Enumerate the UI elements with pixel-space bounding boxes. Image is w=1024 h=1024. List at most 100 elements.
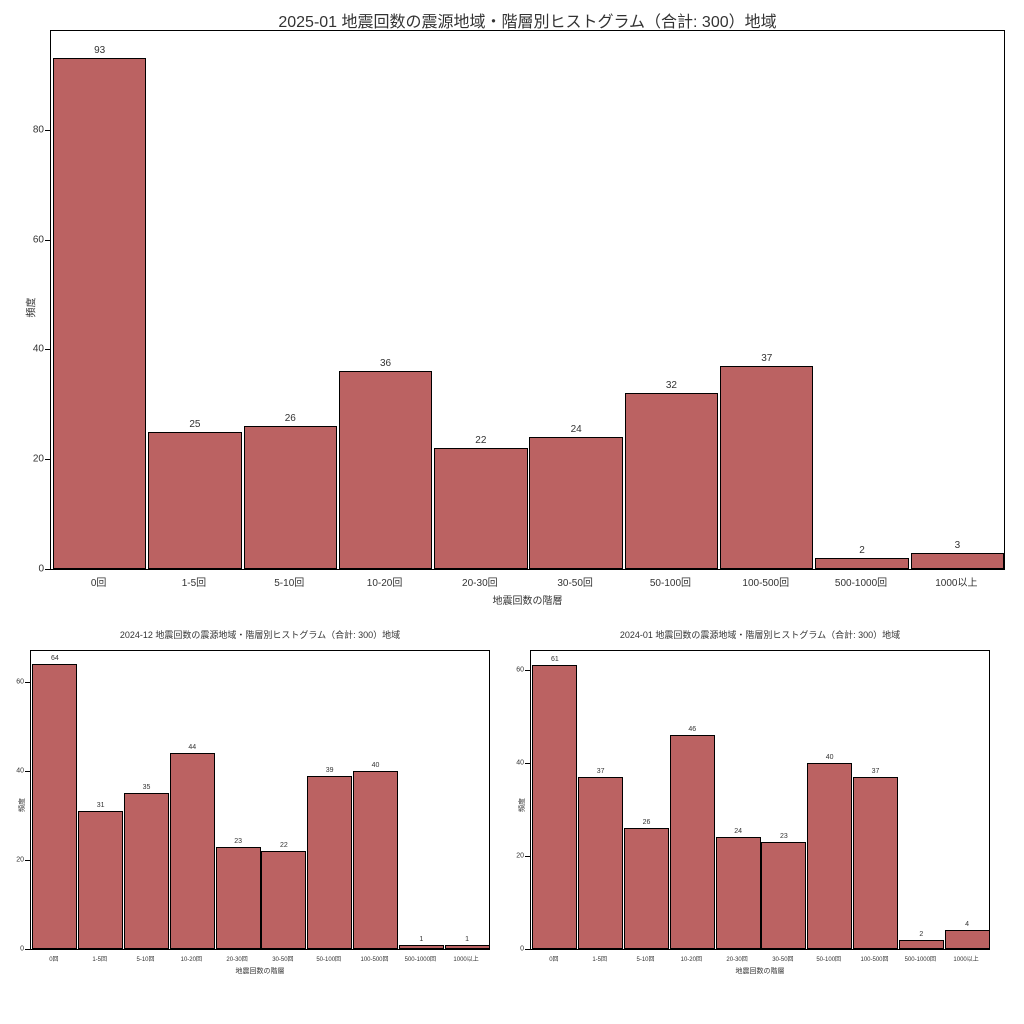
bar-value-label: 46 [688,726,696,733]
y-tick-mark [45,349,50,350]
bar [339,371,432,569]
y-tick-mark [525,856,530,857]
x-tick-label: 1-5回 [592,954,607,963]
plot-area: 613726462423403724 [530,650,990,950]
bar-value-label: 36 [380,358,391,369]
bar [399,945,444,949]
y-tick-mark [45,130,50,131]
bar-value-label: 3 [955,540,961,551]
y-tick-label: 20 [516,852,524,859]
x-tick-label: 50-100回 [316,954,341,963]
bar-value-label: 61 [551,656,559,663]
bar-value-label: 2 [859,545,865,556]
bar [53,58,146,569]
bar-value-label: 26 [285,413,296,424]
bar-value-label: 93 [94,45,105,56]
bar [216,847,261,949]
y-tick-label: 0 [20,946,24,953]
x-tick-label: 0回 [91,574,107,589]
main-chart: 2025-01 地震回数の震源地域・階層別ヒストグラム（合計: 300）地域93… [50,30,1005,570]
x-tick-label: 5-10回 [636,954,654,963]
x-tick-label: 10-20回 [367,574,403,589]
bar [244,426,337,569]
bar [670,735,715,949]
x-axis-label: 地震回数の階層 [530,966,990,976]
y-axis-label: 頻度 [517,785,527,825]
x-tick-label: 1000以上 [953,954,978,963]
bar-value-label: 22 [280,842,288,849]
x-axis-label: 地震回数の階層 [50,592,1005,607]
bar [307,776,352,949]
bar-value-label: 25 [189,419,200,430]
x-tick-label: 100-500回 [360,954,388,963]
y-tick-mark [525,949,530,950]
x-tick-label: 30-50回 [272,954,293,963]
bar-value-label: 23 [780,833,788,840]
x-tick-label: 500-1000回 [835,574,887,589]
x-tick-label: 20-30回 [726,954,747,963]
chart-title: 2024-12 地震回数の震源地域・階層別ヒストグラム（合計: 300）地域 [30,628,490,641]
bar-value-label: 4 [965,921,969,928]
x-tick-label: 50-100回 [816,954,841,963]
x-tick-label: 100-500回 [860,954,888,963]
chart-title: 2024-01 地震回数の震源地域・階層別ヒストグラム（合計: 300）地域 [530,628,990,641]
y-tick-label: 20 [16,857,24,864]
x-tick-label: 30-50回 [772,954,793,963]
bar-value-label: 32 [666,380,677,391]
x-tick-label: 20-30回 [226,954,247,963]
bar [625,393,718,569]
bar [32,664,77,949]
chart-container: 2025-01 地震回数の震源地域・階層別ヒストグラム（合計: 300）地域 93… [0,0,1024,1024]
bar [261,851,306,949]
bar [624,828,669,949]
bar [148,432,241,569]
bar-value-label: 23 [234,838,242,845]
chart-title: 2025-01 地震回数の震源地域・階層別ヒストグラム（合計: 300）地域 [50,8,1005,32]
bar [445,945,490,949]
x-tick-label: 100-500回 [742,574,789,589]
bar-value-label: 37 [761,353,772,364]
bar [578,777,623,949]
x-tick-label: 500-1000回 [905,954,936,963]
bar [853,777,898,949]
y-tick-label: 20 [33,454,44,465]
y-axis-label: 頻度 [17,785,27,825]
bar-value-label: 40 [826,754,834,761]
plot-area: 932526362224323723 [50,30,1005,570]
y-tick-mark [25,682,30,683]
x-tick-label: 1000以上 [935,574,977,589]
y-axis-label: 頻度 [23,288,38,328]
bar [353,771,398,949]
bar-value-label: 22 [475,435,486,446]
bar [815,558,908,569]
bar [434,448,527,569]
bar-value-label: 31 [97,802,105,809]
bar-value-label: 35 [143,784,151,791]
bar [170,753,215,949]
y-tick-label: 60 [16,679,24,686]
y-tick-mark [45,240,50,241]
bar-value-label: 37 [872,768,880,775]
y-tick-mark [25,860,30,861]
sub-right-chart: 2024-01 地震回数の震源地域・階層別ヒストグラム（合計: 300）地域61… [530,650,990,950]
x-axis-label: 地震回数の階層 [30,966,490,976]
bar-value-label: 39 [326,767,334,774]
x-tick-label: 20-30回 [462,574,498,589]
x-tick-label: 10-20回 [681,954,702,963]
y-tick-label: 80 [33,124,44,135]
y-tick-mark [525,670,530,671]
y-tick-mark [25,771,30,772]
bar-value-label: 2 [919,931,923,938]
y-tick-mark [45,459,50,460]
y-tick-mark [525,763,530,764]
bar-value-label: 1 [419,936,423,943]
x-tick-label: 5-10回 [274,574,304,589]
bar-value-label: 40 [372,762,380,769]
plot-area: 643135442322394011 [30,650,490,950]
bar-value-label: 26 [643,819,651,826]
x-tick-label: 0回 [49,954,58,963]
bar-value-label: 24 [734,828,742,835]
y-tick-mark [45,569,50,570]
bar [911,553,1004,569]
y-tick-label: 40 [16,768,24,775]
